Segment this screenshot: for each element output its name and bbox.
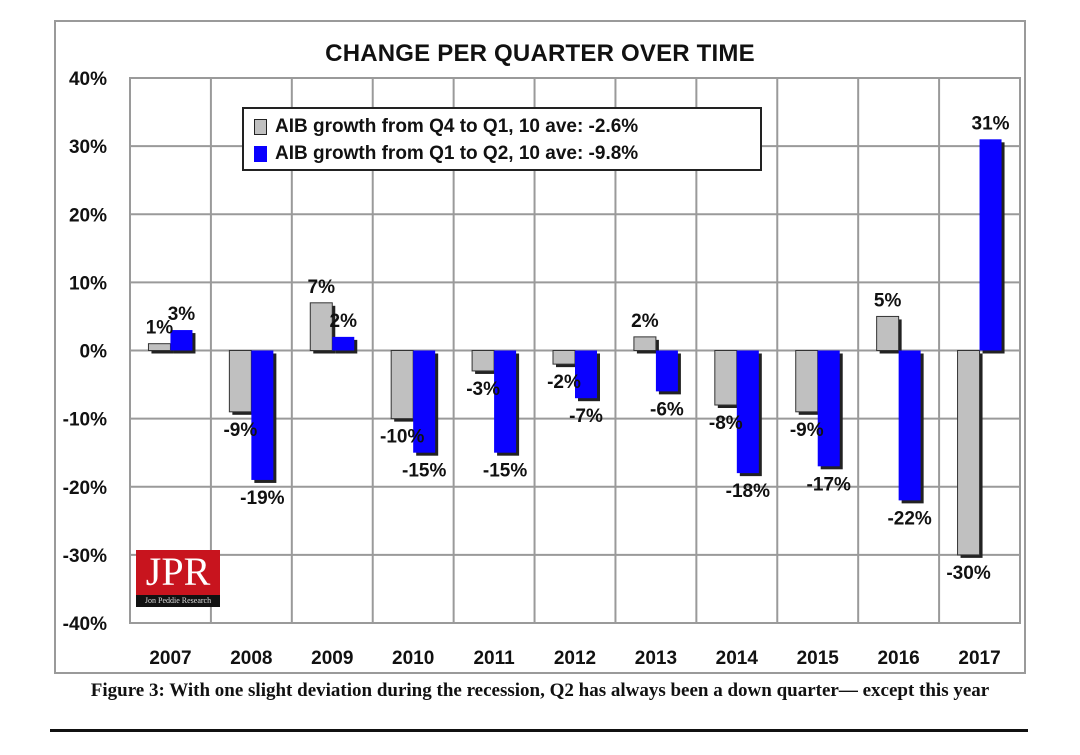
y-tick-label: 30% [69,137,107,158]
legend-item-q1-q2: AIB growth from Q1 to Q2, 10 ave: -9.8% [254,140,750,167]
logo-subtext: Jon Peddie Research [136,595,220,607]
data-label: -7% [569,406,603,427]
bar-q4-q1 [228,350,252,413]
bar-q4-q1 [876,315,900,351]
bar-q1-q2 [736,350,759,474]
x-tick-label: 2013 [635,648,677,669]
bar-q1-q2 [575,350,597,399]
legend-label-q1-q2: AIB growth from Q1 to Q2, 10 ave: -9.8% [275,142,639,164]
data-label: -17% [807,474,851,495]
bar-q4-q1 [552,350,576,365]
caption-rule [50,729,1028,732]
bar-q4-q1 [390,350,414,420]
bar-q1-q2 [655,350,678,392]
x-tick-label: 2012 [554,648,596,669]
data-label: -9% [223,420,257,441]
data-label: -6% [650,399,684,420]
data-label: -10% [380,427,424,448]
bar-q1-q2 [979,139,1002,351]
bar-q4-q1 [957,350,981,556]
data-label: -19% [240,488,284,509]
data-label: -3% [466,379,500,400]
bar-q1-q2 [170,330,193,351]
legend-item-q4-q1: AIB growth from Q4 to Q1, 10 ave: -2.6% [254,113,750,140]
data-label: -15% [483,461,527,482]
y-tick-label: -10% [63,410,107,431]
bar-q1-q2 [332,336,355,351]
jpr-logo: JPR Jon Peddie Research [136,550,220,607]
y-tick-label: 40% [69,69,107,90]
data-label: -8% [709,413,743,434]
data-label: -22% [887,508,931,529]
logo-text: JPR [145,550,211,594]
bar-q4-q1 [309,302,333,351]
legend-swatch-blue [254,145,267,162]
data-label: -18% [726,481,770,502]
x-tick-label: 2011 [473,648,515,669]
bar-q4-q1 [633,336,657,351]
legend-swatch-grey [254,118,267,135]
y-tick-label: 20% [69,205,107,226]
bar-q4-q1 [795,350,819,413]
data-label: 7% [308,277,336,298]
x-tick-label: 2007 [149,648,191,669]
x-tick-label: 2009 [311,648,353,669]
data-label: 2% [330,311,358,332]
bar-q1-q2 [413,350,436,453]
data-label: 5% [874,290,902,311]
data-label: -9% [790,420,824,441]
y-tick-label: 0% [80,342,108,363]
x-tick-label: 2008 [230,648,272,669]
x-tick-label: 2017 [958,648,1000,669]
x-tick-label: 2015 [797,648,840,669]
legend: AIB growth from Q4 to Q1, 10 ave: -2.6% … [242,107,762,171]
data-label: 3% [168,304,196,325]
bar-q1-q2 [898,350,921,501]
bar-q4-q1 [471,350,495,372]
data-label: 2% [631,311,659,332]
y-tick-label: -30% [63,546,107,567]
bar-q4-q1 [714,350,738,406]
data-label: -30% [946,563,990,584]
bar-q4-q1 [147,343,171,351]
x-tick-label: 2010 [392,648,434,669]
y-tick-label: 10% [69,273,107,294]
bar-q1-q2 [251,350,274,480]
data-label: 31% [972,113,1010,134]
x-tick-label: 2014 [716,648,759,669]
y-tick-label: -40% [63,614,107,635]
bar-q1-q2 [817,350,840,467]
x-tick-label: 2016 [877,648,919,669]
data-label: 1% [146,318,174,339]
figure-caption: Figure 3: With one slight deviation duri… [90,680,990,701]
chart-title: CHANGE PER QUARTER OVER TIME [325,40,755,67]
y-tick-label: -20% [63,478,107,499]
data-label: -2% [547,372,581,393]
legend-label-q4-q1: AIB growth from Q4 to Q1, 10 ave: -2.6% [275,115,639,137]
data-label: -15% [402,461,446,482]
bar-q1-q2 [494,350,517,453]
